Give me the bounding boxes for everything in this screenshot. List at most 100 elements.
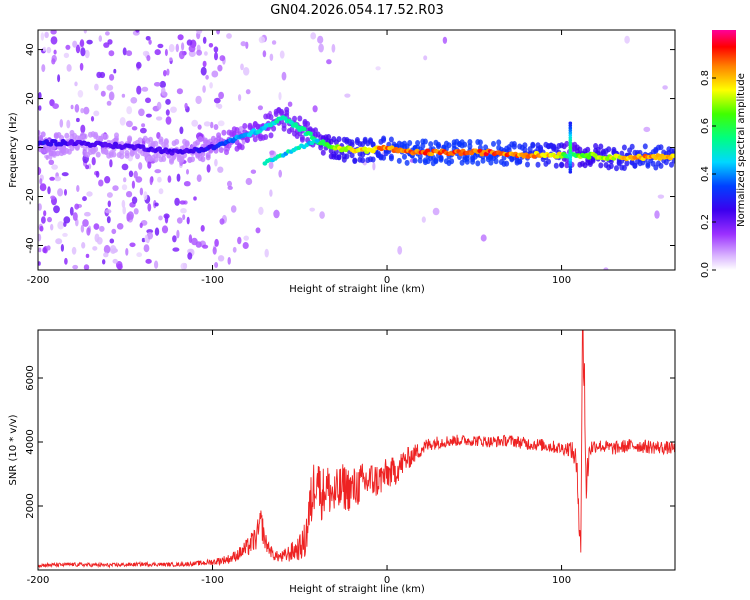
spectrogram-noise-cell [168, 44, 175, 53]
spectrogram-noise-cell [85, 253, 90, 258]
spectrogram-ridge-halo [669, 161, 674, 168]
spectrogram-noise-cell [95, 170, 100, 178]
spectrogram-streak-cell [568, 126, 573, 130]
spectrogram-ridge-halo [163, 138, 169, 145]
spectrogram-noise-cell [180, 208, 187, 214]
spectrogram-ridge-halo [608, 163, 614, 169]
spectrogram-branch-cell [314, 138, 320, 143]
spectrogram-ridge-halo [137, 137, 143, 144]
snr-y-label: SNR (10 * v/v) [8, 414, 19, 485]
spectrogram-y-tick-label: 20 [25, 92, 36, 105]
snr-x-ticks: -200 -100 0 100 [27, 330, 571, 586]
spectrogram-noise-cell [165, 98, 171, 105]
spectrogram-noise-cell [237, 236, 242, 245]
spectrogram-noise-cell [157, 43, 164, 49]
spectrogram-ridge-halo [388, 153, 394, 160]
spectrogram-noise-cell [219, 55, 226, 62]
spectrogram-noise-cell [442, 36, 448, 44]
spectrogram-streak-cell [568, 123, 573, 128]
colorbar-tick-label: 0.4 [700, 166, 711, 182]
spectrogram-noise-cell [227, 185, 233, 190]
spectrogram-noise-cell [103, 252, 109, 258]
spectrogram-noise-cell [226, 33, 232, 39]
spectrogram-noise-cell [100, 90, 106, 97]
spectrogram-noise-cell [331, 43, 336, 53]
spectrogram-ridge-halo [127, 135, 133, 142]
spectrogram-noise-cell [48, 159, 55, 165]
spectrogram-ridge-halo [467, 139, 473, 145]
spectrogram-noise-cell [121, 199, 126, 209]
spectrogram-ridge-halo [326, 134, 332, 140]
spectrogram-noise-cell [38, 92, 42, 100]
spectrogram-noise-cell [187, 252, 193, 260]
spectrogram-noise-cell [238, 94, 242, 102]
spectrogram-noise-cell [146, 231, 154, 240]
spectrogram-noise-cell [213, 46, 219, 53]
spectrogram-ridge-halo [645, 162, 651, 169]
spectrogram-noise-cell [212, 246, 217, 255]
spectrogram-noise-cell [108, 91, 115, 101]
snr-x-tick-label: 100 [552, 575, 571, 586]
spectrogram-noise-cell [51, 58, 56, 65]
spectrogram-ridge-halo [197, 136, 203, 143]
spectrogram-ridge-halo [577, 146, 583, 153]
spectrogram-ridge-halo [224, 149, 229, 156]
spectrogram-ridge-halo [415, 140, 421, 146]
spectrogram-noise-cell [145, 97, 151, 104]
snr-x-tick-label: 0 [384, 575, 390, 586]
spectrogram-noise-cell [214, 262, 219, 268]
spectrogram-ridge-halo [504, 160, 510, 167]
spectrogram-ridge-halo [368, 137, 373, 144]
spectrogram-noise-cell [217, 166, 224, 173]
spectrogram-noise-cell [136, 252, 143, 258]
spectrogram-noise-cell [125, 120, 133, 128]
spectrogram-noise-cell [269, 189, 273, 197]
spectrogram-ridge-halo [111, 151, 117, 158]
spectrogram-noise-cell [195, 241, 202, 248]
spectrogram-ridge-halo [184, 141, 190, 148]
spectrogram-noise-cell [109, 245, 117, 254]
spectrogram-noise-cell [240, 63, 244, 71]
spectrogram-noise-cell [271, 40, 277, 45]
spectrogram-noise-cell [154, 227, 160, 236]
spectrogram-noise-cell [196, 30, 203, 35]
spectrogram-noise-cell [158, 215, 163, 221]
spectrogram-noise-cell [129, 242, 136, 248]
spectrogram-noise-cell [50, 36, 58, 45]
spectrogram-ridge-halo [370, 156, 376, 163]
snr-x-label: Height of straight line (km) [289, 584, 425, 595]
spectrogram-ridge-halo [64, 132, 70, 139]
spectrogram-noise-cell [109, 159, 113, 168]
spectrogram-noise-cell [112, 258, 118, 264]
spectrogram-noise-cell [397, 245, 403, 255]
spectrogram-noise-cell [41, 64, 46, 73]
spectrogram-noise-cell [197, 124, 202, 130]
spectrogram-noise-cell [146, 55, 151, 62]
spectrogram-noise-cell [139, 222, 143, 229]
spectrogram-noise-cell [42, 247, 47, 254]
spectrogram-ridge-halo [480, 157, 486, 164]
spectrogram-ridge-halo [135, 153, 140, 160]
spectrogram-noise-cell [42, 46, 47, 52]
spectrogram-streak-cell [568, 165, 573, 169]
spectrogram-noise-cell [139, 187, 144, 196]
spectrogram-noise-cell [63, 221, 67, 227]
spectrogram-ridge-cell [424, 148, 431, 153]
spectrogram-noise-cell [38, 261, 41, 266]
spectrogram-ridge-halo [412, 157, 418, 164]
spectrogram-noise-cell [163, 91, 168, 97]
spectrogram-noise-cell [136, 85, 142, 95]
spectrogram-noise-cell [218, 91, 225, 100]
spectrogram-ridge-halo [103, 133, 109, 140]
spectrogram-noise-cell [121, 184, 128, 191]
spectrogram-ridge-halo [370, 141, 376, 148]
spectrogram-ridge-halo [124, 150, 130, 156]
spectrogram-noise-cell [140, 127, 147, 134]
spectrogram-noise-cell [133, 208, 139, 215]
spectrogram-noise-cell [112, 185, 119, 192]
spectrogram-noise-cell [74, 203, 80, 210]
spectrogram-ridge-halo [436, 141, 441, 148]
spectrogram-ridge-halo [93, 146, 99, 153]
spectrogram-noise-cell [214, 158, 218, 167]
snr-series-line [38, 330, 675, 569]
